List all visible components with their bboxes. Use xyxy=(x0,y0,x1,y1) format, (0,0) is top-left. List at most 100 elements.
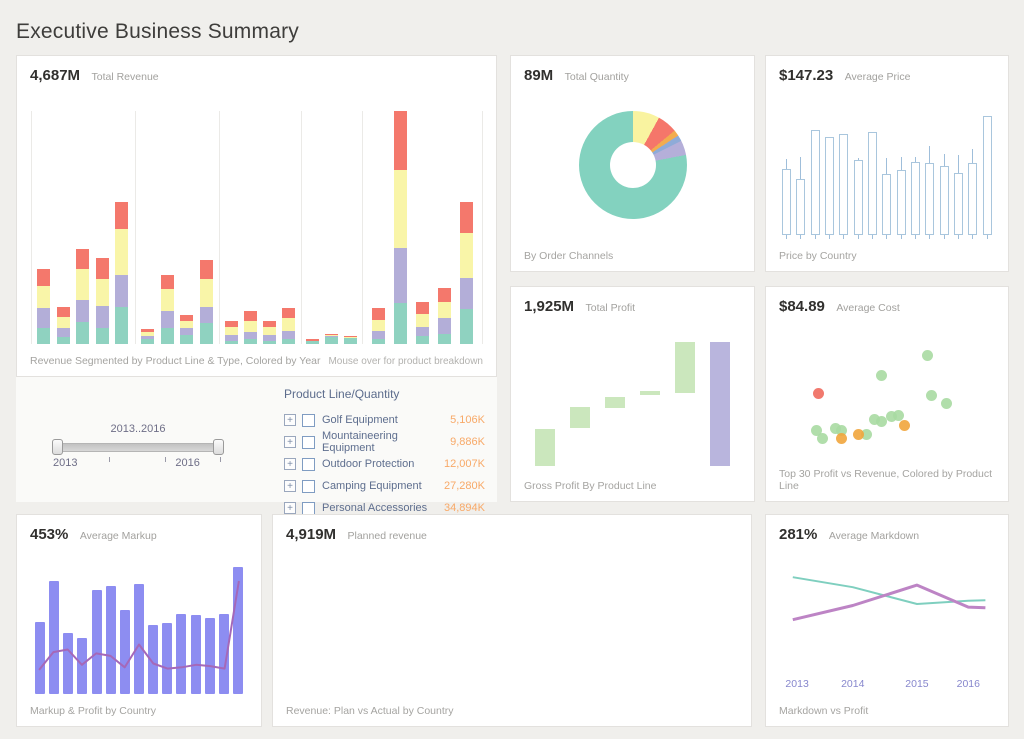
bar-segment-yellow[interactable] xyxy=(243,320,257,333)
bar-segment-red[interactable] xyxy=(115,201,129,229)
waterfall-bar[interactable] xyxy=(604,397,625,408)
price-candlestick-chart[interactable] xyxy=(780,116,994,239)
bar-segment-yellow[interactable] xyxy=(325,334,339,336)
bar-segment-purple[interactable] xyxy=(224,334,238,341)
candlestick[interactable] xyxy=(954,116,964,239)
markup-bar[interactable] xyxy=(218,614,229,694)
bar-segment-yellow[interactable] xyxy=(262,326,276,335)
bar-segment-purple[interactable] xyxy=(393,248,407,304)
stacked-bar[interactable] xyxy=(343,335,357,344)
bar-segment-teal[interactable] xyxy=(115,306,129,344)
candlestick[interactable] xyxy=(968,116,978,239)
stacked-bar[interactable] xyxy=(371,307,385,344)
markup-bar[interactable] xyxy=(162,622,173,694)
bar-segment-purple[interactable] xyxy=(76,299,90,322)
bar-segment-teal[interactable] xyxy=(180,334,194,344)
bar-segment-yellow[interactable] xyxy=(437,302,451,319)
slider-track[interactable] xyxy=(52,439,224,455)
slider-handle-left[interactable] xyxy=(52,439,63,455)
scatter-point-green[interactable] xyxy=(861,429,872,441)
scatter-point-green[interactable] xyxy=(875,416,887,428)
profit-waterfall-chart[interactable] xyxy=(527,342,738,466)
bar-segment-purple[interactable] xyxy=(343,337,357,339)
bar-segment-red[interactable] xyxy=(415,302,429,314)
scatter-point-orange[interactable] xyxy=(898,420,910,432)
markup-bar[interactable] xyxy=(49,580,60,694)
bar-segment-teal[interactable] xyxy=(325,337,339,344)
stacked-bar[interactable] xyxy=(37,269,51,344)
candle-body[interactable] xyxy=(968,162,978,236)
candle-body[interactable] xyxy=(782,168,791,236)
bar-segment-red[interactable] xyxy=(325,333,339,335)
candlestick[interactable] xyxy=(796,116,806,239)
bar-segment-purple[interactable] xyxy=(37,307,51,328)
stacked-bar[interactable] xyxy=(56,307,70,344)
bar-segment-yellow[interactable] xyxy=(415,313,429,327)
bar-segment-purple[interactable] xyxy=(325,335,339,338)
stacked-bar[interactable] xyxy=(437,288,451,344)
markup-bar[interactable] xyxy=(77,638,88,694)
bar-segment-teal[interactable] xyxy=(306,340,320,344)
candle-body[interactable] xyxy=(982,116,992,236)
waterfall-bar[interactable] xyxy=(534,429,555,466)
stacked-bar[interactable] xyxy=(141,328,155,344)
bar-segment-yellow[interactable] xyxy=(160,289,174,312)
candle-body[interactable] xyxy=(954,172,964,236)
candle-body[interactable] xyxy=(810,129,820,236)
bar-segment-red[interactable] xyxy=(160,275,174,290)
stacked-bar[interactable] xyxy=(224,320,238,344)
candlestick[interactable] xyxy=(839,116,849,239)
candlestick[interactable] xyxy=(911,116,921,239)
scatter-point-green[interactable] xyxy=(829,422,841,434)
expand-icon[interactable]: + xyxy=(284,502,296,514)
scatter-point-green[interactable] xyxy=(940,398,952,410)
candlestick[interactable] xyxy=(810,116,820,239)
bar-segment-red[interactable] xyxy=(306,339,320,341)
bar-segment-red[interactable] xyxy=(371,307,385,320)
expand-icon[interactable]: + xyxy=(284,458,296,470)
candle-body[interactable] xyxy=(825,136,835,236)
scatter-point-green[interactable] xyxy=(921,350,933,362)
bar-segment-yellow[interactable] xyxy=(76,269,90,300)
bar-segment-teal[interactable] xyxy=(459,309,473,344)
bar-segment-teal[interactable] xyxy=(160,327,174,344)
bar-segment-purple[interactable] xyxy=(459,277,473,310)
markup-bar[interactable] xyxy=(232,567,243,694)
candlestick[interactable] xyxy=(925,116,935,239)
bar-segment-purple[interactable] xyxy=(243,332,257,340)
expand-icon[interactable]: + xyxy=(284,414,296,426)
stacked-bar[interactable] xyxy=(180,314,194,344)
checkbox[interactable] xyxy=(302,435,315,449)
candle-body[interactable] xyxy=(939,166,949,236)
stacked-bar[interactable] xyxy=(243,311,257,344)
bar-segment-red[interactable] xyxy=(393,111,407,171)
bar-segment-red[interactable] xyxy=(262,320,276,327)
bar-segment-teal[interactable] xyxy=(281,339,295,344)
waterfall-bar[interactable] xyxy=(569,406,590,428)
bar-segment-purple[interactable] xyxy=(415,326,429,336)
waterfall-bar[interactable] xyxy=(675,342,696,393)
bar-segment-teal[interactable] xyxy=(199,323,213,344)
plan-vs-actual-grouped-bar-chart[interactable] xyxy=(288,567,736,694)
stacked-bar[interactable] xyxy=(95,257,109,344)
markup-bar[interactable] xyxy=(105,586,116,694)
scatter-point-red[interactable] xyxy=(812,387,824,399)
bar-segment-red[interactable] xyxy=(224,320,238,327)
bar-segment-yellow[interactable] xyxy=(281,318,295,332)
scatter-point-green[interactable] xyxy=(886,410,898,422)
stacked-bar[interactable] xyxy=(415,302,429,344)
candlestick[interactable] xyxy=(868,116,878,239)
scatter-point-green[interactable] xyxy=(816,432,828,444)
stacked-bar[interactable] xyxy=(393,111,407,344)
candlestick[interactable] xyxy=(853,116,863,239)
bar-segment-red[interactable] xyxy=(37,269,51,286)
bar-segment-yellow[interactable] xyxy=(141,332,155,336)
candle-body[interactable] xyxy=(896,170,906,236)
stacked-bar[interactable] xyxy=(76,248,90,344)
donut-ring[interactable] xyxy=(578,111,687,219)
bar-segment-purple[interactable] xyxy=(141,335,155,340)
candle-body[interactable] xyxy=(868,132,878,236)
bar-segment-teal[interactable] xyxy=(393,303,407,344)
bar-segment-yellow[interactable] xyxy=(343,336,357,338)
candlestick[interactable] xyxy=(825,116,835,239)
